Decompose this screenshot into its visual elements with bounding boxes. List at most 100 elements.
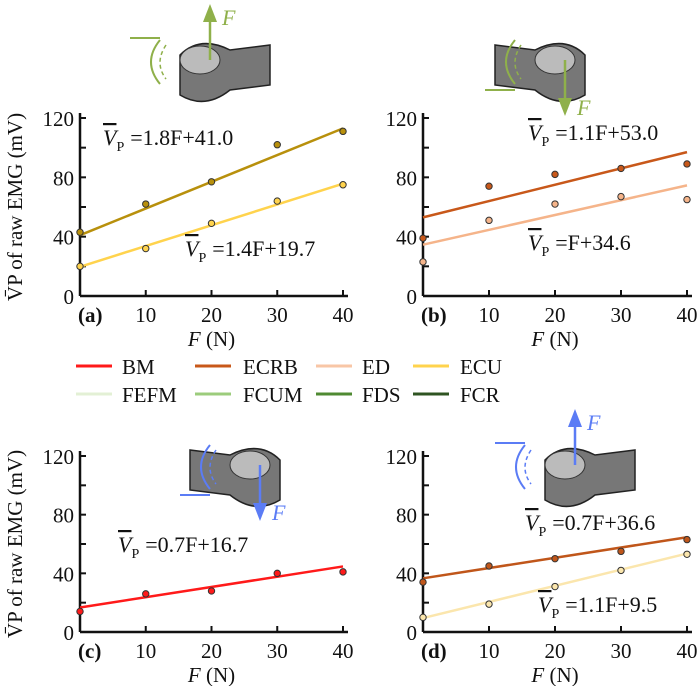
x-label-symbol: F bbox=[530, 663, 544, 686]
thumb-icon bbox=[544, 450, 586, 480]
fit-equation: VP =0.7F+36.6 bbox=[525, 510, 655, 540]
arrowhead-icon bbox=[253, 503, 267, 521]
x-tick-label: 10 bbox=[479, 639, 500, 663]
data-point bbox=[339, 568, 347, 576]
x-label-unit: (N) bbox=[544, 663, 578, 686]
y-tick-label: 80 bbox=[396, 504, 417, 528]
y-tick-label: 120 bbox=[43, 107, 75, 131]
hand-illustration: F bbox=[130, 4, 271, 103]
hand-illustration: F bbox=[485, 39, 591, 120]
panel-c: F 0 40 80 120 10 20 30 40 (c) F (N) V̄P of raw EMG … bbox=[3, 444, 354, 686]
rotation-arrow-icon bbox=[150, 39, 161, 85]
x-label-symbol: F bbox=[530, 327, 544, 351]
data-point bbox=[142, 200, 150, 208]
x-label-unit: (N) bbox=[544, 327, 578, 351]
rotation-arrow-icon bbox=[515, 444, 526, 490]
y-tick-label: 120 bbox=[43, 445, 75, 469]
fit-line bbox=[79, 565, 344, 609]
x-axis-label: F (N) bbox=[530, 327, 578, 351]
data-point bbox=[207, 219, 216, 228]
data-point bbox=[683, 160, 691, 168]
legend-item: ECRB bbox=[195, 355, 298, 379]
fit-equation: VP =1.4F+19.7 bbox=[185, 236, 315, 266]
eq-body: =0.7F+16.7 bbox=[145, 532, 248, 557]
data-point bbox=[683, 535, 691, 544]
legend-item: ECU bbox=[413, 355, 502, 379]
eq-body: =1.1F+9.5 bbox=[565, 592, 657, 617]
data-point bbox=[551, 170, 559, 179]
y-tick-label: 80 bbox=[53, 166, 74, 190]
rotation-arrow-icon bbox=[209, 449, 217, 485]
data-point bbox=[207, 587, 216, 595]
y-tick-label: 80 bbox=[396, 166, 417, 190]
data-point bbox=[617, 192, 625, 201]
y-tick-label: 0 bbox=[407, 285, 418, 309]
data-point bbox=[76, 607, 84, 616]
force-label: F bbox=[586, 410, 601, 435]
y-tick-label: 80 bbox=[53, 504, 74, 528]
x-tick-label: 30 bbox=[267, 303, 288, 327]
force-label: F bbox=[576, 95, 591, 120]
x-tick-label: 30 bbox=[267, 639, 288, 663]
x-tick-label: 40 bbox=[333, 639, 354, 663]
x-axis-label: F (N) bbox=[187, 663, 235, 686]
y-tick-label: 0 bbox=[64, 621, 75, 645]
x-tick-label: 40 bbox=[333, 303, 354, 327]
eq-subscript: P bbox=[541, 245, 549, 260]
panel-label: (b) bbox=[421, 303, 447, 327]
x-tick-label: 10 bbox=[135, 639, 156, 663]
hand-illustration: F bbox=[495, 409, 636, 508]
fit-line bbox=[422, 150, 688, 219]
eq-subscript: P bbox=[541, 135, 549, 150]
data-point bbox=[273, 141, 281, 149]
data-point bbox=[76, 262, 84, 271]
x-tick-label: 40 bbox=[677, 303, 698, 327]
data-point bbox=[273, 569, 281, 578]
y-axis-label: V̄P of raw EMG (mV) bbox=[3, 113, 27, 301]
fit-equation: VP =1.1F+53.0 bbox=[528, 120, 658, 150]
hand-illustration: F bbox=[180, 444, 286, 525]
data-point bbox=[485, 600, 493, 608]
eq-subscript: P bbox=[131, 547, 139, 562]
legend-label: FDS bbox=[362, 383, 401, 407]
x-tick-label: 30 bbox=[611, 639, 632, 663]
y-tick-label: 40 bbox=[53, 562, 74, 586]
y-tick-label: 40 bbox=[53, 226, 74, 250]
legend-item: FCUM bbox=[195, 383, 303, 407]
rotation-arrow-icon bbox=[200, 444, 211, 490]
data-point bbox=[273, 197, 281, 205]
fit-equation: VP =1.1F+9.5 bbox=[538, 592, 657, 622]
x-axis-label: F (N) bbox=[530, 663, 578, 686]
eq-body: =F+34.6 bbox=[555, 230, 631, 255]
fit-equation: VP =F+34.6 bbox=[528, 230, 631, 260]
rotation-arrow-icon bbox=[514, 44, 522, 80]
data-point bbox=[419, 234, 427, 242]
data-point bbox=[683, 195, 691, 204]
data-point bbox=[485, 562, 493, 570]
data-point bbox=[142, 590, 150, 598]
fit-equation: VP =0.7F+16.7 bbox=[118, 532, 248, 562]
x-axis-label: F (N) bbox=[187, 327, 235, 351]
force-label: F bbox=[271, 500, 286, 525]
legend-item: BM bbox=[76, 355, 155, 379]
data-point bbox=[419, 258, 427, 266]
eq-body: =1.1F+53.0 bbox=[555, 120, 658, 145]
thumb-icon bbox=[179, 45, 221, 75]
arrowhead-icon bbox=[203, 4, 217, 22]
x-tick-label: 10 bbox=[135, 303, 156, 327]
data-point bbox=[683, 550, 691, 558]
eq-body: =1.8F+41.0 bbox=[130, 125, 233, 150]
y-tick-label: 40 bbox=[396, 226, 417, 250]
rotation-arrow-icon bbox=[524, 449, 532, 485]
rotation-arrow-icon bbox=[159, 44, 167, 80]
data-point bbox=[207, 178, 216, 186]
eq-symbol: V bbox=[528, 230, 544, 255]
data-point bbox=[485, 182, 493, 190]
data-point bbox=[339, 181, 347, 189]
thumb-icon bbox=[229, 450, 271, 480]
legend-label: FCR bbox=[460, 383, 500, 407]
eq-symbol: V bbox=[528, 120, 544, 145]
eq-symbol: V bbox=[525, 510, 541, 535]
